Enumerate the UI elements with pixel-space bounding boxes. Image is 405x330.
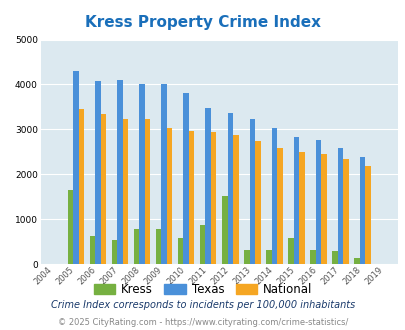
Bar <box>177 238 183 264</box>
Bar <box>79 109 84 264</box>
Bar <box>254 142 260 264</box>
Bar <box>183 93 188 264</box>
Bar <box>156 229 161 264</box>
Bar <box>222 196 227 264</box>
Bar <box>293 137 298 264</box>
Bar <box>199 225 205 264</box>
Bar <box>205 108 211 264</box>
Bar <box>95 81 100 264</box>
Bar <box>166 128 172 264</box>
Bar <box>277 148 282 264</box>
Bar <box>265 250 271 264</box>
Bar <box>364 166 370 264</box>
Bar <box>139 84 145 264</box>
Bar <box>331 250 337 264</box>
Bar <box>249 118 254 264</box>
Bar <box>117 80 122 264</box>
Legend: Kress, Texas, National: Kress, Texas, National <box>89 278 316 301</box>
Bar <box>122 118 128 264</box>
Bar <box>232 135 238 264</box>
Bar <box>298 152 304 264</box>
Bar <box>68 190 73 264</box>
Bar <box>211 132 216 264</box>
Bar <box>337 148 343 264</box>
Text: © 2025 CityRating.com - https://www.cityrating.com/crime-statistics/: © 2025 CityRating.com - https://www.city… <box>58 318 347 327</box>
Bar <box>309 250 315 264</box>
Bar <box>90 236 95 264</box>
Bar <box>288 238 293 264</box>
Bar <box>271 128 277 264</box>
Bar <box>188 131 194 264</box>
Bar <box>343 159 348 264</box>
Bar <box>320 154 326 264</box>
Text: Crime Index corresponds to incidents per 100,000 inhabitants: Crime Index corresponds to incidents per… <box>51 300 354 310</box>
Bar <box>73 71 79 264</box>
Bar <box>315 140 320 264</box>
Bar <box>243 250 249 264</box>
Bar <box>100 114 106 264</box>
Bar <box>145 119 150 264</box>
Bar <box>134 229 139 264</box>
Bar <box>111 240 117 264</box>
Text: Kress Property Crime Index: Kress Property Crime Index <box>85 15 320 30</box>
Bar <box>161 83 166 264</box>
Bar <box>354 258 359 264</box>
Bar <box>227 113 232 264</box>
Bar <box>359 157 364 264</box>
